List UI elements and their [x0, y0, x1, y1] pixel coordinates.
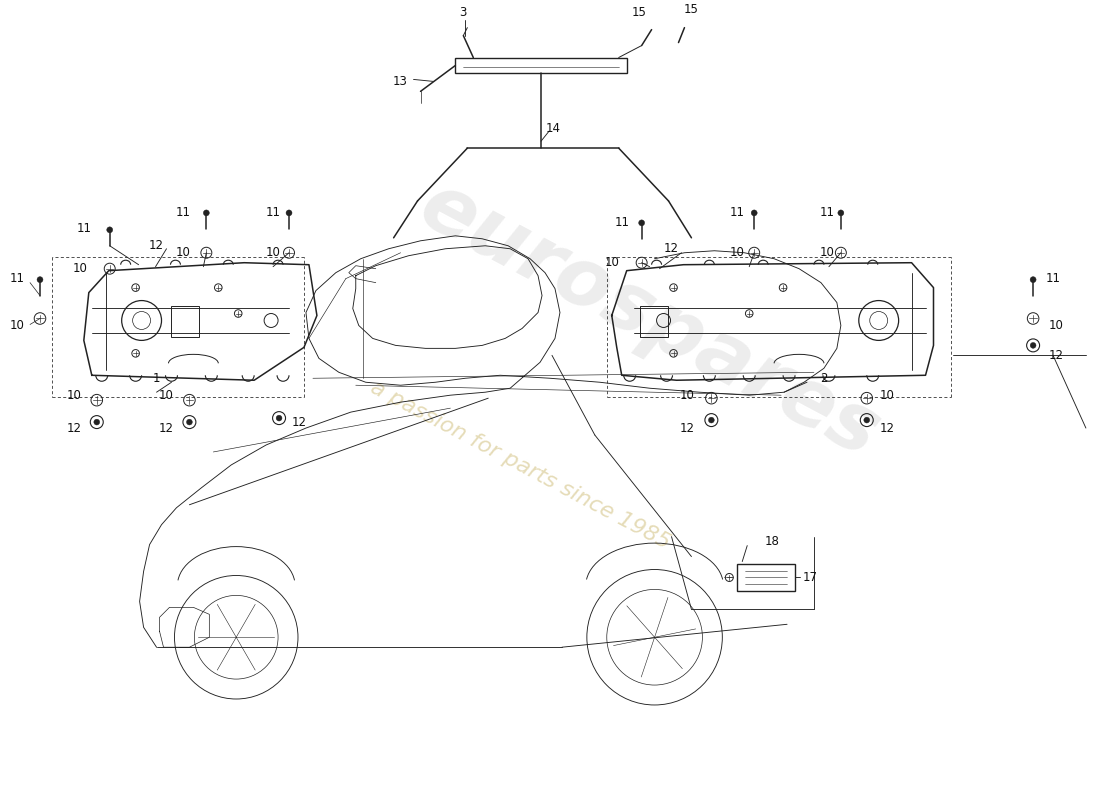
Text: 10: 10: [1048, 319, 1064, 332]
Text: 12: 12: [148, 239, 164, 252]
Circle shape: [708, 417, 714, 423]
Circle shape: [1030, 277, 1036, 282]
Circle shape: [1031, 342, 1036, 348]
Text: 10: 10: [265, 246, 280, 259]
Text: 10: 10: [820, 246, 835, 259]
Text: 12: 12: [680, 422, 695, 434]
Text: 10: 10: [604, 256, 619, 270]
Circle shape: [864, 417, 870, 423]
Text: 14: 14: [546, 122, 561, 134]
Circle shape: [37, 277, 43, 282]
Text: 15: 15: [684, 3, 699, 16]
Circle shape: [276, 415, 282, 421]
Text: a passion for parts since 1985: a passion for parts since 1985: [367, 377, 673, 553]
Text: 10: 10: [879, 389, 894, 402]
Text: 10: 10: [66, 389, 81, 402]
Text: 10: 10: [10, 319, 24, 332]
Circle shape: [838, 210, 844, 216]
Text: 12: 12: [1048, 349, 1064, 362]
Text: 15: 15: [631, 6, 646, 19]
Text: 12: 12: [160, 422, 174, 434]
Text: 10: 10: [160, 389, 174, 402]
Circle shape: [751, 210, 757, 216]
Bar: [639, 306, 668, 338]
Text: 11: 11: [10, 272, 24, 285]
Text: 12: 12: [66, 422, 81, 434]
Text: 11: 11: [176, 206, 191, 219]
Text: 11: 11: [729, 206, 745, 219]
Text: 18: 18: [764, 535, 780, 548]
Text: 12: 12: [292, 415, 307, 429]
Text: 11: 11: [265, 206, 280, 219]
Text: 11: 11: [1045, 272, 1060, 285]
Text: 11: 11: [76, 222, 91, 235]
Text: 11: 11: [614, 216, 629, 230]
Text: 12: 12: [664, 242, 679, 255]
Text: 1: 1: [153, 372, 161, 385]
Text: eurospares: eurospares: [407, 166, 892, 474]
Circle shape: [187, 419, 192, 425]
Text: 12: 12: [879, 422, 894, 434]
Circle shape: [286, 210, 292, 216]
Text: 2: 2: [821, 372, 827, 385]
Text: 10: 10: [73, 262, 87, 275]
Bar: [737, 563, 795, 591]
Circle shape: [204, 210, 209, 216]
Text: 10: 10: [729, 246, 745, 259]
Circle shape: [107, 227, 112, 233]
Circle shape: [639, 220, 645, 226]
Text: 13: 13: [393, 75, 408, 88]
Text: 17: 17: [803, 571, 818, 584]
Bar: [172, 306, 199, 338]
Text: 10: 10: [176, 246, 191, 259]
Bar: [455, 58, 627, 74]
Text: 11: 11: [820, 206, 835, 219]
Text: 10: 10: [680, 389, 695, 402]
Circle shape: [94, 419, 100, 425]
Text: 3: 3: [460, 6, 467, 19]
